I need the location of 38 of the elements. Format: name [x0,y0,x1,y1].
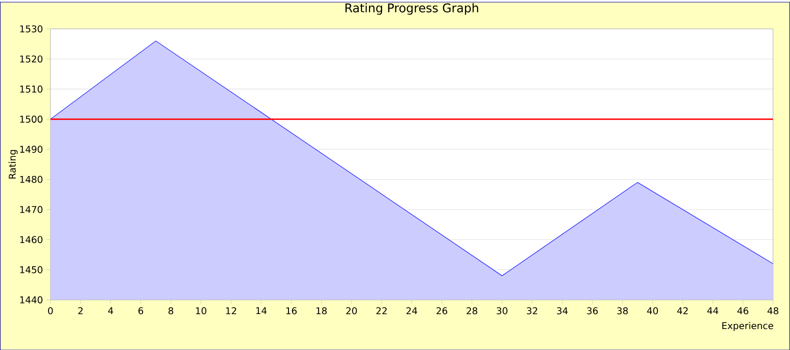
y-tick-label: 1460 [20,236,42,244]
x-tick-label: 14 [256,307,267,314]
x-tick-label: 46 [737,307,748,314]
x-axis-title: Experience [722,322,774,331]
y-axis-title: Rating [8,150,18,178]
x-tick-label: 44 [707,307,718,314]
x-tick-label: 48 [768,307,778,314]
x-tick-label: 4 [108,307,114,314]
y-tick-label: 1520 [20,55,42,62]
x-tick-label: 24 [406,307,418,314]
x-tick-label: 0 [48,307,53,314]
x-tick-label: 26 [436,307,448,314]
x-tick-label: 34 [557,307,568,314]
x-tick-label: 6 [138,307,144,314]
y-tick-label: 1510 [20,85,42,92]
x-tick-label: 10 [196,307,206,314]
x-tick-label: 30 [496,307,508,314]
chart-title: Rating Progress Graph [346,2,478,15]
x-tick-label: 36 [587,307,598,314]
x-tick-label: 18 [316,307,327,314]
x-tick-label: 38 [617,307,628,314]
y-tick-label: 1530 [20,25,42,32]
y-tick-label: 1480 [20,176,42,183]
x-tick-label: 42 [677,307,688,314]
x-tick-label: 28 [466,307,478,314]
x-tick-label: 2 [78,307,83,314]
x-tick-label: 40 [647,307,658,314]
x-tick-label: 16 [286,307,297,314]
y-tick-label: 1470 [20,206,42,213]
y-tick-label: 1500 [20,116,42,123]
x-tick-label: 32 [526,307,538,314]
y-tick-label: 1440 [20,296,42,304]
x-tick-label: 8 [168,307,174,314]
x-tick-label: 12 [226,307,236,314]
y-tick-label: 1450 [20,266,42,274]
y-tick-label: 1490 [20,146,42,153]
x-tick-label: 22 [376,307,387,314]
x-tick-label: 20 [346,307,357,314]
